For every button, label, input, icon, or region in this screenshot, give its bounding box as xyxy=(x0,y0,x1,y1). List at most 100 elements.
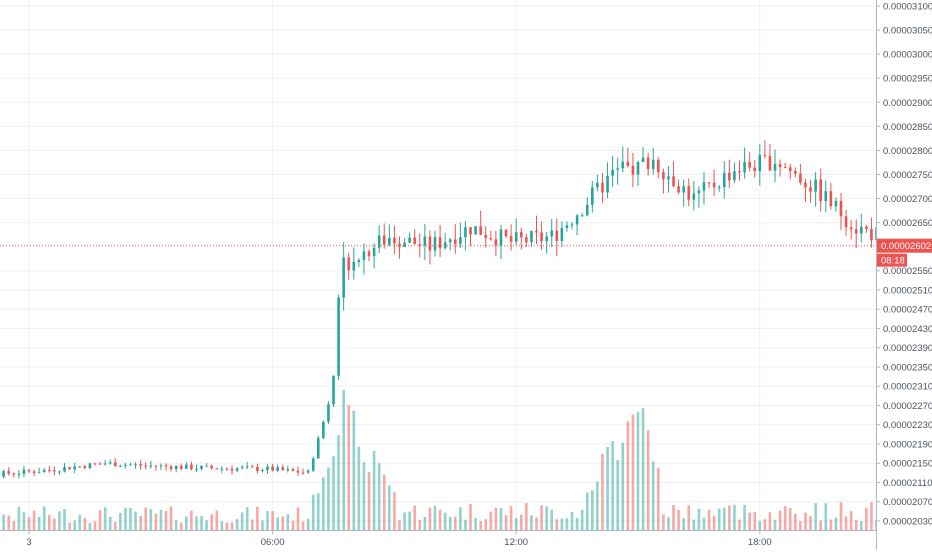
price-tick-label: 0.00002310 xyxy=(883,382,932,393)
candle-body xyxy=(68,467,71,470)
price-tick-label: 0.00002430 xyxy=(883,324,932,335)
candle-body xyxy=(301,472,305,474)
volume-bar xyxy=(672,504,675,530)
volume-bar xyxy=(824,503,828,530)
candle-body xyxy=(469,227,472,235)
volume-bar xyxy=(154,513,158,530)
volume-bar xyxy=(860,521,863,530)
volume-bar xyxy=(271,511,274,530)
candle-body xyxy=(733,171,736,181)
volume-bar xyxy=(342,390,345,530)
volume-bar xyxy=(433,505,437,530)
candle-body xyxy=(550,230,554,237)
candle-body xyxy=(271,466,274,471)
candle-body xyxy=(367,251,371,256)
candle-body xyxy=(560,227,564,242)
candle-body xyxy=(672,176,675,187)
volume-bar xyxy=(200,515,203,530)
price-tick-label: 0.00002070 xyxy=(883,497,932,508)
volume-bar xyxy=(230,522,234,530)
time-axis[interactable]: 3 06:00 12:00 18:00 xyxy=(0,530,876,550)
volume-bar xyxy=(48,515,51,530)
candle-body xyxy=(758,155,762,172)
volume-bar xyxy=(78,514,82,530)
volume-bar xyxy=(474,517,477,530)
candle-body xyxy=(768,156,772,171)
candle-body xyxy=(418,244,422,246)
candle-body xyxy=(504,229,508,237)
candle-body xyxy=(37,472,41,474)
volume-bar xyxy=(525,503,528,530)
volume-bar xyxy=(662,514,665,530)
candle-body xyxy=(763,155,767,157)
candle-body xyxy=(540,232,543,242)
candle-body xyxy=(565,225,569,228)
price-axis[interactable]: 0.00003100 0.00003050 0.00003000 0.00002950… xyxy=(876,0,932,550)
candle-body xyxy=(611,169,614,176)
current-price-badge-box xyxy=(877,238,932,253)
candle-body xyxy=(154,465,158,467)
price-tick-label: 0.00002650 xyxy=(883,218,932,229)
volume-bar xyxy=(631,414,635,530)
volume-bar xyxy=(53,518,56,530)
volume-bar xyxy=(545,506,548,530)
candle-body xyxy=(601,182,604,193)
candle-body xyxy=(484,234,488,239)
volume-bar xyxy=(788,507,792,530)
candle-body xyxy=(804,182,807,188)
volume-bar xyxy=(296,507,300,530)
volume-bar xyxy=(601,453,604,530)
candle-body xyxy=(22,469,26,474)
volume-bar xyxy=(677,509,680,530)
candle-body xyxy=(499,229,503,246)
candle-body xyxy=(149,465,153,467)
volume-bar xyxy=(144,507,148,530)
volume-bar xyxy=(12,520,16,530)
volume-bars xyxy=(2,390,932,530)
candle-body xyxy=(849,227,853,230)
volume-bar xyxy=(352,410,356,530)
volume-bar xyxy=(646,430,650,530)
volume-bar xyxy=(454,516,457,530)
volume-bar xyxy=(651,461,655,530)
candle-body xyxy=(829,191,833,207)
volume-bar xyxy=(276,517,279,530)
candle-body xyxy=(403,242,406,248)
candle-body xyxy=(169,466,173,470)
volume-bar xyxy=(195,516,198,530)
candle-body xyxy=(667,176,670,180)
volume-bar xyxy=(63,509,66,530)
volume-bar xyxy=(865,507,868,530)
candle-body xyxy=(585,204,589,216)
candle-body xyxy=(794,170,797,174)
volume-bar xyxy=(606,446,609,530)
candle-body xyxy=(799,173,802,183)
volume-bar xyxy=(205,520,208,530)
candle-body xyxy=(474,226,477,235)
volume-bar xyxy=(717,508,721,530)
volume-bar xyxy=(443,512,447,530)
price-tick-label: 0.00002190 xyxy=(883,439,932,450)
candle-body xyxy=(494,239,498,246)
volume-bar xyxy=(448,516,452,530)
candle-body xyxy=(844,216,848,228)
time-axis-background xyxy=(0,530,876,550)
candle-body xyxy=(570,224,574,226)
candle-body xyxy=(697,190,701,194)
volume-bar xyxy=(799,521,802,530)
price-tick-label: 0.00002850 xyxy=(883,122,932,133)
candle-body xyxy=(276,467,279,471)
candle-body xyxy=(327,404,330,422)
volume-bar xyxy=(301,521,305,530)
candle-body xyxy=(753,167,757,172)
volume-bar xyxy=(530,515,533,530)
candle-body xyxy=(48,469,51,471)
candle-body xyxy=(200,465,203,469)
candle-body xyxy=(377,235,381,248)
volume-bar xyxy=(464,519,467,530)
volume-bar xyxy=(93,521,97,530)
candle-body xyxy=(454,239,457,245)
candle-body xyxy=(717,187,721,189)
